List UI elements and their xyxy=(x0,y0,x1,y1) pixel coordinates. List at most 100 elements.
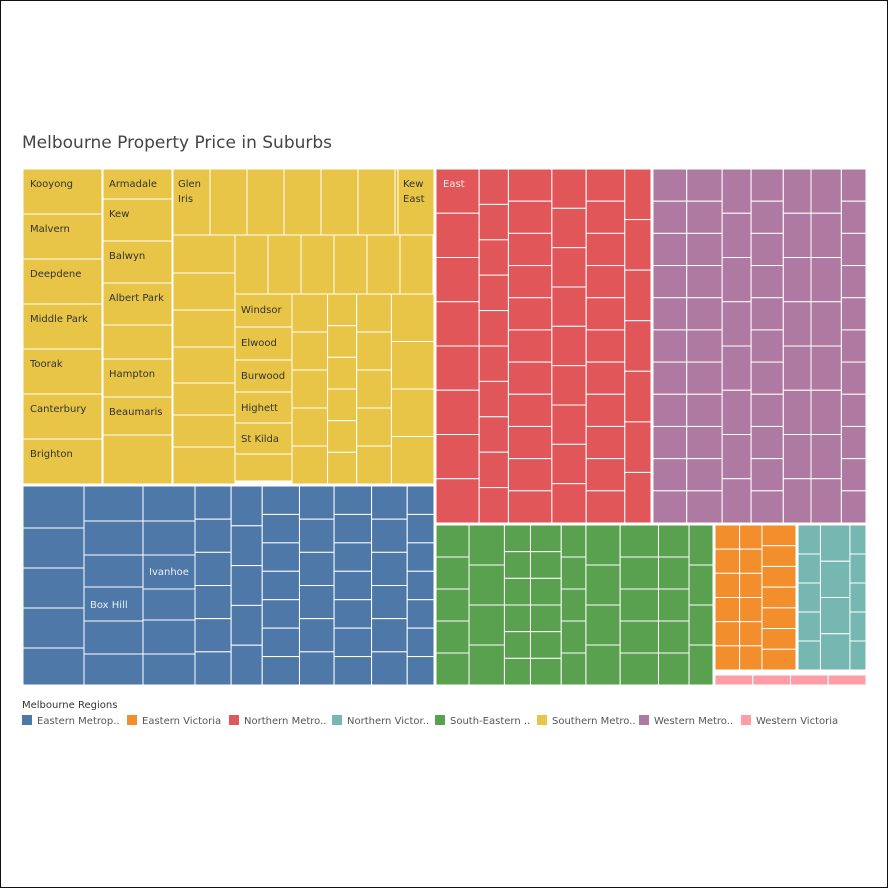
eastern-metro-suburb-cell[interactable] xyxy=(22,485,85,529)
eastern-victoria-suburb-cell[interactable] xyxy=(761,524,797,547)
western-metropolitan-suburb-cell[interactable] xyxy=(750,168,784,202)
south-eastern-metropolitan-suburb-cell[interactable] xyxy=(688,604,714,646)
western-metropolitan-suburb-cell[interactable] xyxy=(840,329,867,363)
eastern-metro-suburb-cell[interactable] xyxy=(142,588,196,621)
eastern-victoria-suburb-cell[interactable] xyxy=(739,548,763,574)
southern-metro-suburb-cell[interactable] xyxy=(172,382,236,416)
northern-metropolitan-suburb-cell[interactable] xyxy=(585,200,626,234)
northern-metropolitan-suburb-cell[interactable] xyxy=(551,207,587,249)
northern-metropolitan-suburb-cell[interactable] xyxy=(435,478,480,524)
western-metropolitan-suburb-cell[interactable] xyxy=(686,490,723,524)
northern-metropolitan-suburb-cell[interactable] xyxy=(551,483,587,524)
south-eastern-metropolitan-suburb-cell[interactable] xyxy=(503,577,531,606)
southern-metro-suburb-cell[interactable] xyxy=(172,414,236,448)
legend-item[interactable]: Western Victoria xyxy=(741,715,838,727)
northern-metropolitan-suburb-cell[interactable] xyxy=(478,274,509,312)
northern-metropolitan-suburb-cell[interactable] xyxy=(624,320,652,372)
northern-metropolitan-suburb-cell[interactable] xyxy=(624,421,652,473)
northern-metropolitan-suburb-cell[interactable] xyxy=(585,265,626,299)
south-eastern-metropolitan-suburb-cell[interactable] xyxy=(585,564,621,606)
southern-metro-suburb-cell[interactable] xyxy=(333,234,368,295)
western-metropolitan-suburb-cell[interactable] xyxy=(782,301,812,347)
southern-metro-suburb-cell[interactable] xyxy=(327,388,358,422)
south-eastern-metropolitan-suburb-cell[interactable] xyxy=(657,556,690,590)
southern-metro-suburb-cell[interactable] xyxy=(327,325,358,358)
south-eastern-metropolitan-suburb-cell[interactable] xyxy=(435,524,470,558)
south-eastern-metropolitan-suburb-cell[interactable] xyxy=(503,657,531,686)
western-metropolitan-suburb-cell[interactable] xyxy=(810,389,842,435)
northern-victoria-suburb-cell[interactable] xyxy=(849,582,867,613)
eastern-metro-suburb-cell[interactable] xyxy=(22,647,85,686)
western-metropolitan-suburb-cell[interactable] xyxy=(652,393,688,427)
eastern-victoria-suburb-cell[interactable] xyxy=(761,586,797,609)
northern-metropolitan-suburb-cell[interactable] xyxy=(507,168,553,202)
western-metropolitan-suburb-cell[interactable] xyxy=(652,458,688,492)
eastern-metro-suburb-cell[interactable] xyxy=(261,570,300,601)
western-metropolitan-suburb-cell[interactable] xyxy=(840,361,867,395)
southern-metro-suburb-cell[interactable] xyxy=(102,434,173,485)
southern-metro-suburb-cell[interactable] xyxy=(22,258,103,305)
eastern-metro-suburb-cell[interactable] xyxy=(298,618,335,653)
northern-victoria-suburb-cell[interactable] xyxy=(819,524,851,562)
eastern-metro-suburb-cell[interactable] xyxy=(22,567,85,609)
northern-victoria-suburb-cell[interactable] xyxy=(797,553,821,584)
south-eastern-metropolitan-suburb-cell[interactable] xyxy=(585,604,621,646)
south-eastern-metropolitan-suburb-cell[interactable] xyxy=(435,652,470,686)
western-victoria-suburb-cell[interactable] xyxy=(790,674,829,686)
legend-item[interactable]: South-Eastern .. xyxy=(435,715,530,727)
western-victoria-suburb-cell[interactable] xyxy=(714,674,754,686)
eastern-metro-suburb-cell[interactable] xyxy=(22,607,85,649)
western-metropolitan-suburb-cell[interactable] xyxy=(810,434,842,480)
northern-metropolitan-suburb-cell[interactable] xyxy=(435,168,480,214)
southern-metro-suburb-cell[interactable] xyxy=(22,168,103,215)
southern-metro-suburb-cell[interactable] xyxy=(22,303,103,350)
south-eastern-metropolitan-suburb-cell[interactable] xyxy=(468,524,505,566)
eastern-metro-suburb-cell[interactable] xyxy=(406,599,435,629)
western-metropolitan-suburb-cell[interactable] xyxy=(810,301,842,347)
southern-metro-suburb-cell[interactable] xyxy=(390,341,435,390)
southern-metro-suburb-cell[interactable] xyxy=(22,348,103,395)
eastern-victoria-suburb-cell[interactable] xyxy=(761,545,797,567)
eastern-metro-suburb-cell[interactable] xyxy=(83,653,144,686)
western-metropolitan-suburb-cell[interactable] xyxy=(782,389,812,435)
western-metropolitan-suburb-cell[interactable] xyxy=(782,478,812,524)
western-metropolitan-suburb-cell[interactable] xyxy=(686,458,723,492)
southern-metro-suburb-cell[interactable] xyxy=(22,438,103,485)
northern-metropolitan-suburb-cell[interactable] xyxy=(624,219,652,271)
northern-metropolitan-suburb-cell[interactable] xyxy=(585,232,626,267)
southern-metro-suburb-cell[interactable] xyxy=(356,331,392,371)
eastern-victoria-suburb-cell[interactable] xyxy=(761,607,797,630)
south-eastern-metropolitan-suburb-cell[interactable] xyxy=(529,577,562,606)
southern-metro-suburb-cell[interactable] xyxy=(397,168,435,236)
south-eastern-metropolitan-suburb-cell[interactable] xyxy=(529,657,562,686)
northern-victoria-suburb-cell[interactable] xyxy=(797,582,821,613)
eastern-metro-suburb-cell[interactable] xyxy=(371,618,408,653)
southern-metro-suburb-cell[interactable] xyxy=(172,272,236,311)
eastern-metro-suburb-cell[interactable] xyxy=(230,525,263,567)
southern-metro-suburb-cell[interactable] xyxy=(234,234,269,295)
western-metropolitan-suburb-cell[interactable] xyxy=(721,168,752,214)
southern-metro-suburb-cell[interactable] xyxy=(300,234,335,295)
western-metropolitan-suburb-cell[interactable] xyxy=(652,361,688,395)
eastern-metro-suburb-cell[interactable] xyxy=(83,586,144,622)
south-eastern-metropolitan-suburb-cell[interactable] xyxy=(529,604,562,633)
eastern-metro-suburb-cell[interactable] xyxy=(333,627,373,658)
south-eastern-metropolitan-suburb-cell[interactable] xyxy=(503,631,531,659)
western-metropolitan-suburb-cell[interactable] xyxy=(652,297,688,331)
south-eastern-metropolitan-suburb-cell[interactable] xyxy=(657,620,690,654)
eastern-metro-suburb-cell[interactable] xyxy=(371,485,408,520)
eastern-metro-suburb-cell[interactable] xyxy=(333,542,373,572)
northern-victoria-suburb-cell[interactable] xyxy=(819,633,851,671)
legend-item[interactable]: Northern Metro.. xyxy=(229,715,326,727)
eastern-metro-suburb-cell[interactable] xyxy=(194,485,232,520)
eastern-victoria-suburb-cell[interactable] xyxy=(714,572,741,598)
western-metropolitan-suburb-cell[interactable] xyxy=(782,345,812,391)
southern-metro-suburb-cell[interactable] xyxy=(320,168,359,236)
northern-metropolitan-suburb-cell[interactable] xyxy=(507,425,553,460)
southern-metro-suburb-cell[interactable] xyxy=(102,240,173,284)
southern-metro-suburb-cell[interactable] xyxy=(102,198,173,242)
southern-metro-suburb-cell[interactable] xyxy=(291,331,329,371)
southern-metro-suburb-cell[interactable] xyxy=(102,396,173,436)
south-eastern-metropolitan-suburb-cell[interactable] xyxy=(619,588,659,622)
western-metropolitan-suburb-cell[interactable] xyxy=(721,212,752,258)
